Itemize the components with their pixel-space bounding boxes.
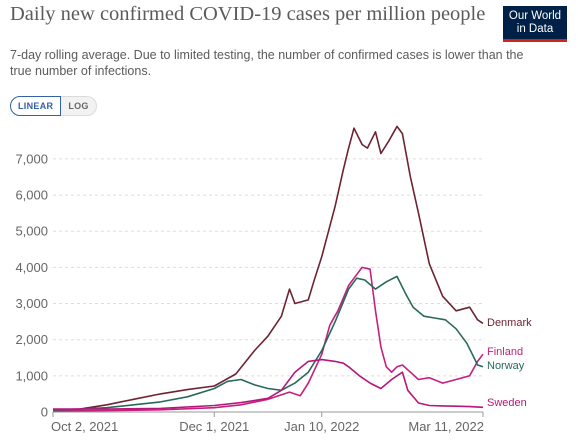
x-tick-label: Dec 1, 2021: [179, 419, 249, 434]
chart-title: Daily new confirmed COVID-19 cases per m…: [10, 3, 486, 25]
series-label-sweden: Sweden: [487, 397, 527, 409]
series-label-finland: Finland: [487, 346, 523, 358]
y-tick-label: 3,000: [15, 296, 48, 311]
linear-button[interactable]: LINEAR: [10, 96, 62, 116]
x-tick-label: Oct 2, 2021: [51, 419, 118, 434]
series-label-norway: Norway: [487, 360, 525, 372]
log-button[interactable]: LOG: [61, 96, 97, 116]
logo-red-bar: [503, 39, 567, 42]
y-tick-label: 4,000: [15, 260, 48, 275]
x-tick-label: Jan 10, 2022: [284, 419, 359, 434]
scale-toggle: LINEAR LOG: [10, 96, 97, 116]
series-line-finland: [52, 266, 484, 412]
y-tick-label: 0: [41, 405, 48, 420]
y-tick-label: 2,000: [15, 332, 48, 347]
chart-subtitle: 7-day rolling average. Due to limited te…: [10, 48, 524, 78]
logo-line-1: Our World: [508, 10, 562, 22]
y-tick-label: 7,000: [15, 151, 48, 166]
y-tick-label: 5,000: [15, 224, 48, 239]
series-line-denmark: [52, 125, 484, 411]
series-line-norway: [52, 275, 484, 411]
x-tick-label: Mar 11, 2022: [408, 419, 484, 434]
series-line-sweden: [53, 358, 484, 410]
series-label-denmark: Denmark: [487, 317, 532, 329]
logo-line-2: in Data: [516, 23, 554, 35]
owid-logo[interactable]: Our World in Data: [503, 6, 567, 42]
y-tick-label: 1,000: [15, 368, 48, 383]
y-tick-label: 6,000: [15, 188, 48, 203]
